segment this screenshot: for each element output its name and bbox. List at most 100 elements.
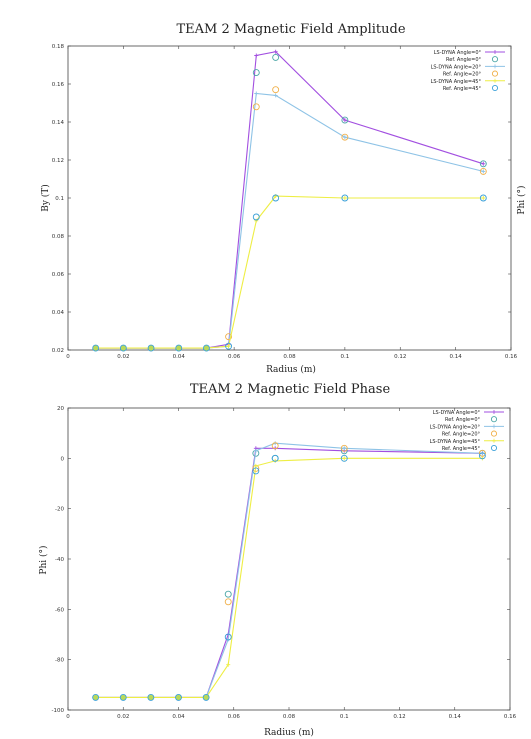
y-tick-label: 0.14 [52,120,65,126]
legend-marker [492,438,496,443]
data-point [481,196,486,200]
y-tick-label: 0.16 [52,82,65,88]
data-point [148,345,154,351]
data-point [341,194,349,202]
data-point [252,467,260,475]
side-axis-label: Phi (°) [516,185,527,214]
x-tick-label: 0.04 [173,354,186,360]
data-point [340,454,348,462]
legend-marker [492,410,496,414]
legend-marker [493,50,497,54]
legend-label: LS-DYNA Angle=0° [434,50,482,56]
y-tick-label: 0.06 [52,272,65,278]
data-point [224,598,232,606]
legend-label: LS-DYNA Angle=20° [431,64,482,70]
data-point [175,344,183,352]
legend-label: Ref. Angle=0° [445,417,481,423]
legend-marker [491,84,499,92]
data-point [342,196,347,200]
x-tick-label: 0.16 [504,714,517,720]
data-point [479,194,487,202]
x-axis-label: Radius (m) [266,364,316,375]
legend-marker [493,78,497,83]
x-tick-label: 0.14 [449,714,462,720]
legend-label: Ref. Angle=45° [442,446,481,452]
legend-label: LS-DYNA Angle=0° [433,410,481,416]
data-point [340,444,348,452]
x-tick-label: 0 [66,354,70,360]
legend-label: Ref. Angle=20° [443,72,482,78]
legend-label: LS-DYNA Angle=45° [431,79,482,85]
data-point [252,69,260,77]
series-line [95,457,483,698]
data-point [202,344,210,352]
x-tick-label: 0.06 [228,714,241,720]
x-tick-label: 0.02 [117,714,129,720]
data-point [203,694,209,701]
data-point [254,91,259,96]
data-point [93,694,99,701]
amplitude-chart: TEAM 2 Magnetic Field Amplitude Radius (… [40,22,518,375]
data-point [273,93,278,98]
data-point [226,662,231,667]
x-tick-label: 0.16 [505,354,518,360]
legend-marker [491,70,499,77]
y-tick-label: 0.08 [52,234,65,240]
y-tick-label: 0.18 [52,44,65,50]
x-tick-label: 0.14 [450,354,463,360]
data-point [176,345,182,351]
data-point [481,161,486,166]
data-point [253,448,258,453]
y-tick-label: 0.02 [52,348,64,354]
y-tick-label: -80 [55,658,64,664]
y-tick-label: -60 [55,607,64,613]
y-tick-label: -100 [52,708,65,714]
x-tick-label: 0.12 [393,714,405,720]
data-point [252,103,260,111]
data-point [224,633,232,641]
data-point [175,693,182,701]
y-axis-label: Phi (°) [38,545,49,574]
data-point [342,118,347,123]
data-point [254,218,259,223]
y-axis-label: By (T) [40,184,51,212]
data-point [224,590,232,598]
x-tick-label: 0.08 [283,714,296,720]
data-point [273,49,278,54]
data-point [272,53,280,61]
x-tick-label: 0.1 [340,714,349,720]
legend-marker [490,444,498,452]
y-tick-label: -20 [55,507,64,513]
chart-title: TEAM 2 Magnetic Field Phase [190,382,391,397]
data-point [478,449,486,457]
x-tick-label: 0.06 [228,354,241,360]
data-point [252,213,260,221]
data-point [341,133,349,141]
data-point [120,345,126,351]
data-point [147,693,155,701]
y-tick-label: 20 [57,406,64,412]
data-point [479,160,487,168]
data-point [254,53,259,58]
data-point [203,345,210,351]
data-point [225,342,233,350]
data-point [226,344,231,349]
data-point [479,167,487,175]
legend-label: LS-DYNA Angle=20° [430,424,481,430]
data-point [271,454,279,462]
legend-marker [490,430,498,437]
data-point [119,693,127,701]
data-point [272,86,280,94]
y-tick-label: 0.1 [55,196,64,202]
data-point [148,694,154,701]
data-point [225,333,233,341]
x-tick-label: 0.04 [172,714,185,720]
data-point [92,693,100,701]
data-point [478,452,486,460]
legend-marker [493,64,497,69]
data-point [481,169,486,174]
data-point [202,693,210,701]
series-line [95,195,484,349]
